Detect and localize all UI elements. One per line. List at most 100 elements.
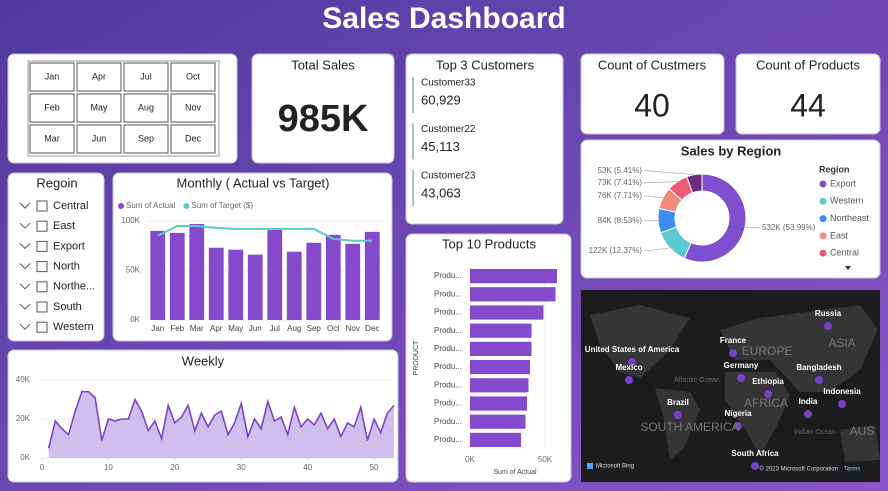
leader-line [644,195,663,199]
top-customers-panel [405,53,564,225]
bar [208,247,224,320]
legend-scroll-arrow[interactable] [845,266,851,270]
map-country-label: Brazil [667,398,689,407]
bar [150,230,166,320]
x-tick-label: Apr [210,324,223,333]
y-tick-label: Produ... [434,344,462,353]
checkbox[interactable] [36,240,48,252]
month-button[interactable] [123,93,169,123]
x-tick-label: 10 [104,463,113,472]
month-button[interactable] [170,62,216,92]
map-point [734,422,742,430]
month-button[interactable] [29,62,75,92]
y-tick-label: Produ... [434,399,462,408]
map-region-label: AUS [850,424,875,438]
card-label: Count of Products [756,57,861,72]
card-value: 985K [278,98,369,140]
checkbox[interactable] [36,301,48,313]
month-label: Dec [185,133,202,143]
y-tick-label: Produ... [434,326,462,335]
month-button[interactable] [29,93,75,123]
expand-chevron[interactable] [19,323,31,330]
region-option: Export [53,240,85,252]
legend-label: Sum of Actual [126,201,176,210]
month-label: May [90,102,108,112]
map-copyright: © 2023 Microsoft Corporation [760,466,838,473]
map-country-label: Nigeria [724,409,752,418]
checkbox[interactable] [36,281,48,293]
region-option: Northe... [53,281,95,293]
region-option: North [53,261,80,273]
x-tick-label: Nov [346,324,360,333]
checkbox[interactable] [36,220,48,232]
map-terms[interactable]: Terms [844,467,860,473]
bar [228,249,244,320]
x-tick-label: Sep [307,324,322,333]
chart-title: Sales by Region [681,143,781,158]
bar [470,269,557,284]
expand-chevron[interactable] [19,222,31,229]
x-tick-label: Aug [287,324,301,333]
month-button[interactable] [76,62,122,92]
month-grid-frame [27,60,220,157]
x-tick-label: May [228,324,243,333]
data-label: 53K (5.41%) [598,166,643,175]
area-fill [48,391,394,458]
expand-chevron[interactable] [19,263,31,270]
month-button[interactable] [123,124,169,154]
checkbox[interactable] [36,321,48,333]
y-axis-title: PRODUCT [413,340,420,375]
legend-marker [183,203,190,209]
bar [470,396,527,411]
expand-chevron[interactable] [19,303,31,310]
panel-title: Top 3 Customers [436,57,535,72]
checkbox[interactable] [36,200,48,212]
legend-label: Western [830,196,863,206]
map-point [625,376,633,384]
map-region-label: AFRICA [744,396,788,410]
expand-chevron[interactable] [19,202,31,209]
expand-chevron[interactable] [19,283,31,290]
map-country-label: India [799,397,818,406]
x-tick-label: 50 [370,463,379,472]
y-tick-label: 0K [130,315,140,324]
month-button[interactable] [123,62,169,92]
bing-logo [587,463,593,469]
card-label: Total Sales [291,57,355,72]
data-label: 73K (7.41%) [598,178,643,187]
leader-line [644,181,678,184]
x-tick-label: Jan [151,324,164,333]
legend-marker [819,215,827,223]
bar [169,232,185,320]
leader-line [644,247,670,252]
month-button[interactable] [76,93,122,123]
customer-name: Customer33 [421,78,476,89]
customer-value: 43,063 [421,185,461,200]
x-tick-label: 30 [237,463,246,472]
map-ocean-label: Indian Ocean [794,429,836,436]
customer-value: 45,113 [421,139,460,154]
y-tick-label: 40K [16,375,31,384]
checkbox[interactable] [36,261,48,273]
y-tick-label: Produ... [434,380,462,389]
month-label: Feb [44,102,60,112]
month-button[interactable] [170,124,216,154]
region-option: East [53,220,75,232]
bar [364,231,380,320]
y-tick-label: Produ... [434,362,462,371]
map-attribution: Microsoft Bing [596,464,634,470]
land-australia [840,425,880,462]
month-button[interactable] [170,93,216,123]
y-tick-label: 50K [126,266,141,275]
month-button[interactable] [29,124,75,154]
x-tick-label: Dec [365,324,379,333]
bar [470,287,556,302]
map-country-label: Germany [724,361,759,370]
map-point [824,322,832,330]
bar [470,378,529,393]
chart-title: Monthly ( Actual vs Target) [177,175,330,190]
x-tick-label: 20 [170,463,179,472]
expand-chevron[interactable] [19,243,31,250]
data-label: 122K (12.37%) [589,246,643,255]
month-button[interactable] [76,124,122,154]
